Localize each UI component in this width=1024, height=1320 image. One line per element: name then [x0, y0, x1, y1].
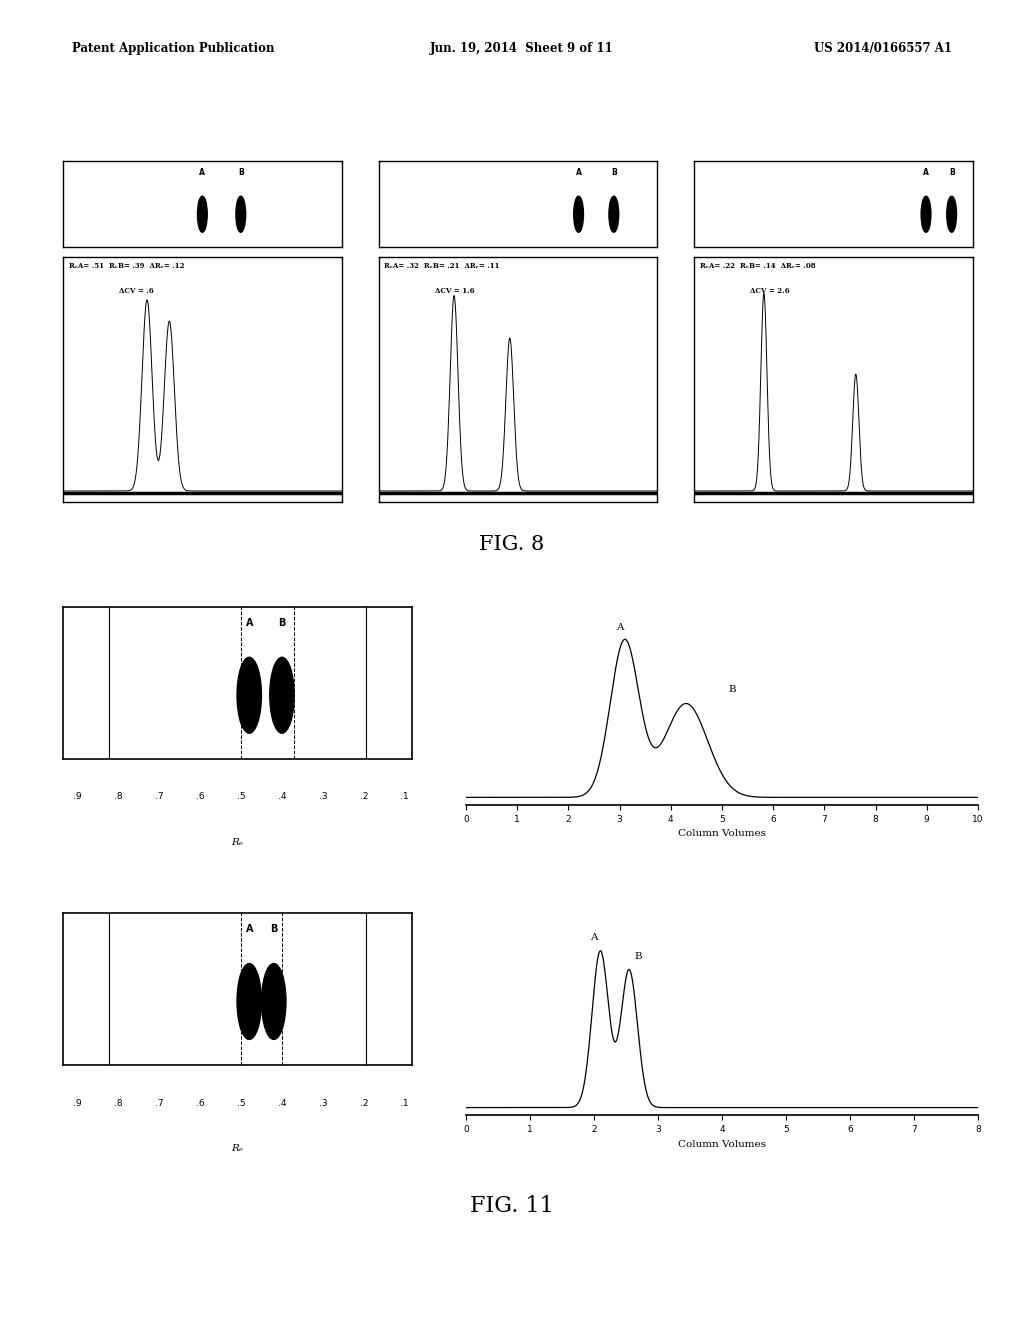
Text: .1: .1 [961, 277, 968, 286]
Text: US 2014/0166557 A1: US 2014/0166557 A1 [814, 42, 952, 55]
Text: .7: .7 [769, 277, 776, 286]
Text: .7: .7 [454, 277, 461, 286]
Text: Jun. 19, 2014  Sheet 9 of 11: Jun. 19, 2014 Sheet 9 of 11 [430, 42, 613, 55]
Ellipse shape [237, 964, 261, 1039]
Text: .3: .3 [318, 792, 328, 801]
Text: ΔCV = 2.6: ΔCV = 2.6 [750, 286, 790, 294]
Text: .2: .2 [613, 277, 621, 286]
X-axis label: Column Volumes: Column Volumes [678, 829, 766, 838]
Text: Rₑ: Rₑ [231, 838, 244, 847]
Text: .1: .1 [645, 277, 652, 286]
Ellipse shape [609, 197, 618, 232]
Text: B: B [279, 618, 286, 628]
Text: .6: .6 [801, 277, 808, 286]
Text: .1: .1 [330, 277, 337, 286]
Text: .9: .9 [74, 277, 81, 286]
Text: .4: .4 [549, 277, 557, 286]
Ellipse shape [198, 197, 207, 232]
Text: .8: .8 [421, 277, 428, 286]
Text: .9: .9 [73, 792, 82, 801]
Text: .3: .3 [582, 277, 589, 286]
Text: RₑA= .51  RₑB= .39  ΔRₑ= .12: RₑA= .51 RₑB= .39 ΔRₑ= .12 [69, 263, 184, 271]
Text: .4: .4 [278, 1098, 287, 1107]
Text: B: B [270, 924, 278, 935]
Text: .8: .8 [736, 277, 743, 286]
Text: .9: .9 [705, 277, 712, 286]
Text: .7: .7 [138, 277, 145, 286]
Text: .5: .5 [833, 277, 840, 286]
Text: .8: .8 [105, 277, 113, 286]
Text: Rₑ: Rₑ [231, 1144, 244, 1154]
Text: .1: .1 [400, 792, 409, 801]
Text: A: A [575, 168, 582, 177]
Text: ΔCV = 1.6: ΔCV = 1.6 [434, 286, 474, 294]
Text: .2: .2 [929, 277, 936, 286]
Text: .1: .1 [400, 1098, 409, 1107]
Text: .2: .2 [359, 792, 368, 801]
Text: B: B [611, 168, 616, 177]
Text: FIG. 11: FIG. 11 [470, 1195, 554, 1217]
Ellipse shape [947, 197, 956, 232]
Text: .4: .4 [864, 277, 872, 286]
Text: .3: .3 [897, 277, 904, 286]
Text: RₑA= .32  RₑB= .21  ΔRₑ= .11: RₑA= .32 RₑB= .21 ΔRₑ= .11 [384, 263, 500, 271]
Text: .7: .7 [155, 1098, 164, 1107]
Text: B: B [728, 685, 736, 694]
Text: B: B [238, 168, 244, 177]
Text: .5: .5 [517, 277, 524, 286]
Text: A: A [246, 618, 253, 628]
Text: A: A [246, 924, 253, 935]
Text: A: A [200, 168, 205, 177]
Text: .5: .5 [237, 792, 246, 801]
Text: .6: .6 [196, 1098, 205, 1107]
Ellipse shape [237, 657, 261, 733]
Text: .3: .3 [266, 277, 273, 286]
Text: .9: .9 [389, 277, 396, 286]
Text: B: B [949, 168, 954, 177]
Text: .5: .5 [237, 1098, 246, 1107]
Text: ΔCV = .6: ΔCV = .6 [119, 286, 154, 294]
Text: .4: .4 [278, 792, 287, 801]
Text: A: A [923, 168, 929, 177]
Text: B: B [635, 952, 642, 961]
Text: A: A [590, 933, 598, 941]
Text: .2: .2 [298, 277, 305, 286]
Text: FIG. 8: FIG. 8 [479, 535, 545, 553]
Text: .8: .8 [114, 792, 123, 801]
Ellipse shape [236, 197, 246, 232]
Text: .9: .9 [73, 1098, 82, 1107]
Text: .4: .4 [233, 277, 242, 286]
Text: RₑA= .22  RₑB= .14  ΔRₑ= .08: RₑA= .22 RₑB= .14 ΔRₑ= .08 [699, 263, 815, 271]
X-axis label: Column Volumes: Column Volumes [678, 1139, 766, 1148]
Text: .2: .2 [359, 1098, 368, 1107]
Text: .5: .5 [202, 277, 209, 286]
Text: .8: .8 [114, 1098, 123, 1107]
Text: .7: .7 [155, 792, 164, 801]
Ellipse shape [922, 197, 931, 232]
Text: .3: .3 [318, 1098, 328, 1107]
Ellipse shape [269, 657, 294, 733]
Text: .6: .6 [196, 792, 205, 801]
Ellipse shape [573, 197, 584, 232]
Text: .6: .6 [485, 277, 493, 286]
Ellipse shape [261, 964, 286, 1039]
Text: .6: .6 [170, 277, 177, 286]
Text: A: A [615, 623, 624, 631]
Text: Patent Application Publication: Patent Application Publication [72, 42, 274, 55]
